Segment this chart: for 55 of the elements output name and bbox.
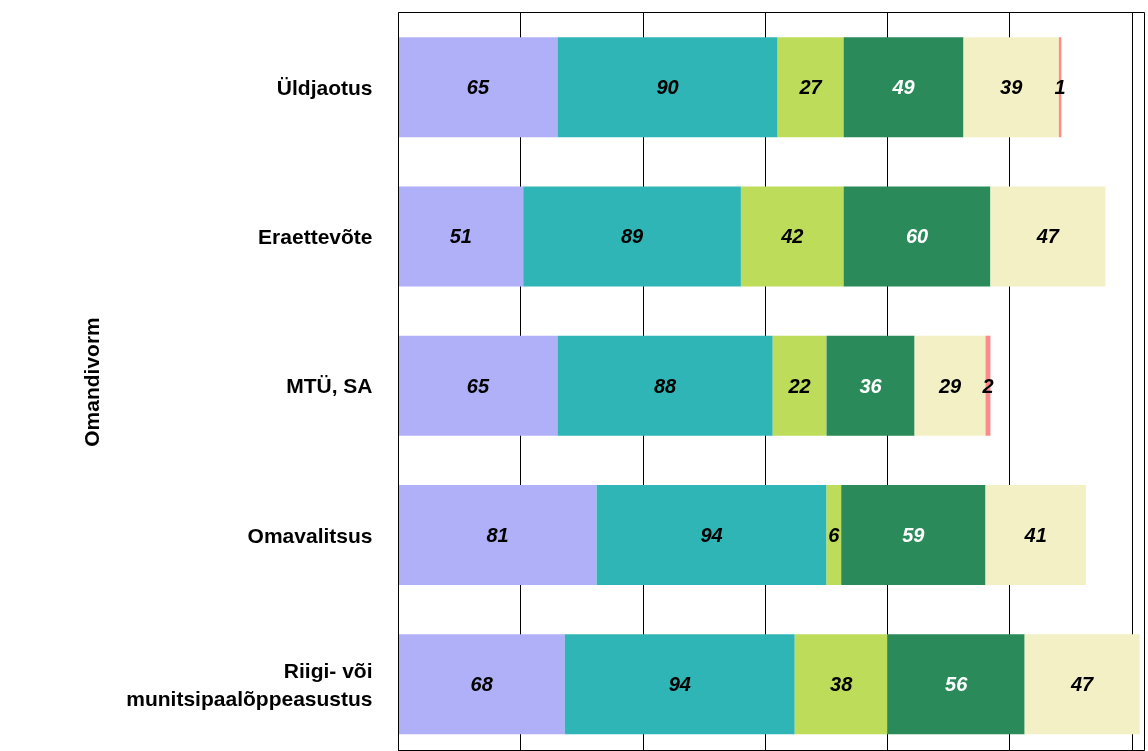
y-axis-title: Omandivorm xyxy=(80,317,104,447)
bar xyxy=(523,186,741,287)
data-label: 38 xyxy=(830,673,854,696)
bar xyxy=(398,485,597,586)
bar xyxy=(398,335,558,436)
bar xyxy=(596,485,827,586)
data-label: 2 xyxy=(981,374,994,397)
data-label: 89 xyxy=(620,225,645,248)
bar xyxy=(826,335,915,436)
bar xyxy=(557,37,778,138)
y-tick-label: Riigi- või munitsipaalõppeasustus xyxy=(126,659,373,710)
bar xyxy=(398,186,524,287)
data-label: 81 xyxy=(486,524,509,547)
bar xyxy=(887,634,1025,735)
data-label: 1 xyxy=(1054,76,1066,99)
data-label: 68 xyxy=(470,673,494,696)
data-label: 65 xyxy=(466,76,490,99)
data-label: 47 xyxy=(1035,225,1060,248)
data-label: 22 xyxy=(787,374,811,397)
bar xyxy=(985,485,1086,586)
y-tick-label: Üldjaotus xyxy=(276,75,373,99)
bar xyxy=(398,634,565,735)
data-label: 49 xyxy=(891,76,916,99)
bar xyxy=(843,37,964,138)
bar xyxy=(772,335,827,436)
data-label: 60 xyxy=(905,225,929,248)
y-tick-label: MTÜ, SA xyxy=(286,374,373,398)
data-label: 65 xyxy=(466,374,490,397)
y-tick-label: Omavalitsus xyxy=(247,523,373,547)
data-label: 94 xyxy=(700,524,723,547)
data-label: 42 xyxy=(780,225,804,248)
data-label: 36 xyxy=(859,374,883,397)
data-label: 51 xyxy=(449,225,472,248)
bar xyxy=(777,37,844,138)
data-label: 59 xyxy=(902,524,926,547)
y-tick-label: Eraettevõte xyxy=(258,224,373,248)
bar xyxy=(843,186,991,287)
data-label: 27 xyxy=(798,76,823,99)
bar xyxy=(564,634,795,735)
bar xyxy=(794,634,888,735)
bar xyxy=(398,37,558,138)
bar xyxy=(740,186,844,287)
data-label: 88 xyxy=(653,374,678,397)
data-label: 90 xyxy=(656,76,679,99)
data-label: 94 xyxy=(668,673,691,696)
data-label: 56 xyxy=(945,673,969,696)
data-label: 29 xyxy=(937,374,963,397)
data-label: 41 xyxy=(1023,524,1047,547)
data-label: 47 xyxy=(1070,673,1095,696)
bar xyxy=(990,186,1106,287)
bar xyxy=(1024,634,1140,735)
bar xyxy=(557,335,773,436)
data-label: 6 xyxy=(828,524,841,547)
bar xyxy=(841,485,986,586)
data-label: 39 xyxy=(1000,76,1024,99)
